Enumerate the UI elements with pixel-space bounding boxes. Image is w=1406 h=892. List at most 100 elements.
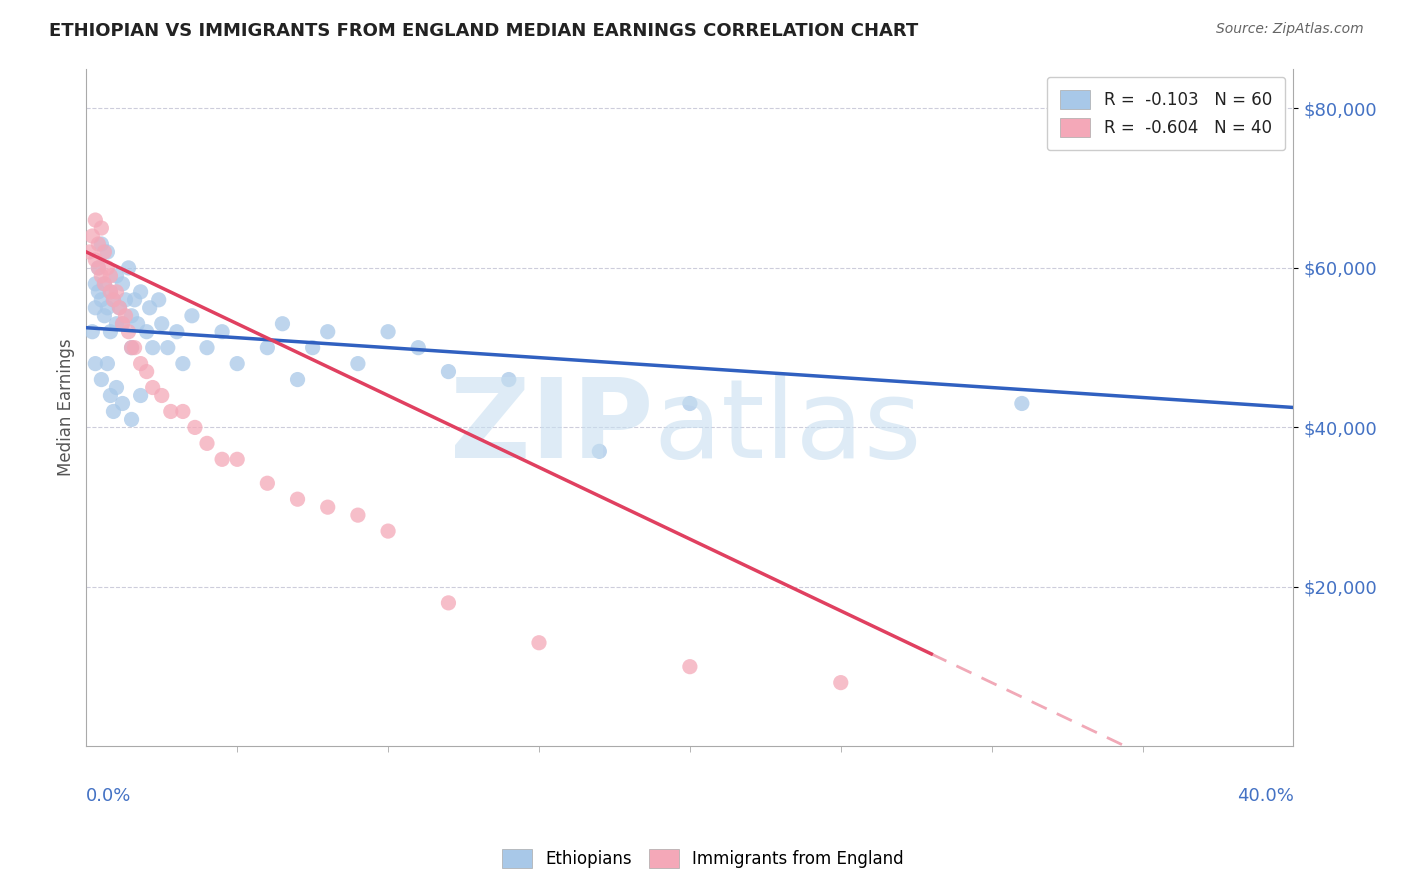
Point <box>87 260 110 275</box>
Point <box>156 341 179 355</box>
Text: Source: ZipAtlas.com: Source: ZipAtlas.com <box>1216 22 1364 37</box>
Point <box>437 596 460 610</box>
Point <box>90 373 112 387</box>
Point <box>124 341 146 355</box>
Point <box>129 285 152 299</box>
Point <box>93 309 115 323</box>
Point <box>150 317 173 331</box>
Legend: Ethiopians, Immigrants from England: Ethiopians, Immigrants from England <box>495 842 911 875</box>
Point <box>159 404 181 418</box>
Point <box>588 444 610 458</box>
Point <box>437 365 460 379</box>
Point <box>347 357 370 371</box>
Point <box>105 380 128 394</box>
Point <box>121 341 143 355</box>
Point <box>148 293 170 307</box>
Point <box>287 492 309 507</box>
Point <box>135 365 157 379</box>
Point <box>195 436 218 450</box>
Point <box>103 404 125 418</box>
Point <box>87 285 110 299</box>
Text: ETHIOPIAN VS IMMIGRANTS FROM ENGLAND MEDIAN EARNINGS CORRELATION CHART: ETHIOPIAN VS IMMIGRANTS FROM ENGLAND MED… <box>49 22 918 40</box>
Text: atlas: atlas <box>654 375 922 482</box>
Point <box>211 325 233 339</box>
Point <box>124 293 146 307</box>
Point <box>679 396 702 410</box>
Text: 40.0%: 40.0% <box>1237 787 1294 805</box>
Point <box>103 293 125 307</box>
Point <box>90 237 112 252</box>
Point <box>679 659 702 673</box>
Point <box>84 252 107 267</box>
Point <box>271 317 294 331</box>
Point <box>830 675 852 690</box>
Point <box>84 277 107 291</box>
Point <box>82 229 104 244</box>
Point <box>105 317 128 331</box>
Point <box>184 420 207 434</box>
Y-axis label: Median Earnings: Median Earnings <box>58 339 75 476</box>
Point <box>114 309 136 323</box>
Text: ZIP: ZIP <box>450 375 654 482</box>
Point <box>138 301 160 315</box>
Point <box>114 293 136 307</box>
Point <box>108 301 131 315</box>
Point <box>172 404 194 418</box>
Point <box>84 357 107 371</box>
Point <box>100 268 122 283</box>
Point <box>406 341 429 355</box>
Point <box>150 388 173 402</box>
Point <box>100 388 122 402</box>
Point <box>377 524 399 538</box>
Point <box>121 341 143 355</box>
Point <box>103 293 125 307</box>
Point <box>347 508 370 523</box>
Point <box>211 452 233 467</box>
Point <box>127 317 149 331</box>
Point <box>93 277 115 291</box>
Point <box>100 325 122 339</box>
Point <box>256 341 278 355</box>
Point <box>82 325 104 339</box>
Point <box>135 325 157 339</box>
Point <box>105 285 128 299</box>
Point <box>287 373 309 387</box>
Point <box>96 260 118 275</box>
Point <box>96 244 118 259</box>
Point <box>527 636 550 650</box>
Point <box>108 301 131 315</box>
Point <box>90 293 112 307</box>
Point <box>111 277 134 291</box>
Point <box>142 341 165 355</box>
Point <box>100 285 122 299</box>
Point <box>111 317 134 331</box>
Point <box>195 341 218 355</box>
Point <box>84 301 107 315</box>
Point <box>84 213 107 227</box>
Point <box>121 309 143 323</box>
Point <box>117 325 139 339</box>
Legend: R =  -0.103   N = 60, R =  -0.604   N = 40: R = -0.103 N = 60, R = -0.604 N = 40 <box>1047 77 1285 151</box>
Point <box>100 285 122 299</box>
Point <box>93 244 115 259</box>
Point <box>498 373 520 387</box>
Point <box>181 309 204 323</box>
Point <box>226 452 249 467</box>
Point <box>172 357 194 371</box>
Point <box>377 325 399 339</box>
Point <box>87 237 110 252</box>
Point <box>96 357 118 371</box>
Point <box>256 476 278 491</box>
Point <box>129 357 152 371</box>
Point <box>121 412 143 426</box>
Text: 0.0%: 0.0% <box>86 787 132 805</box>
Point <box>105 268 128 283</box>
Point <box>316 500 339 515</box>
Point <box>90 221 112 235</box>
Point <box>142 380 165 394</box>
Point <box>90 268 112 283</box>
Point <box>129 388 152 402</box>
Point <box>79 244 101 259</box>
Point <box>87 260 110 275</box>
Point <box>166 325 188 339</box>
